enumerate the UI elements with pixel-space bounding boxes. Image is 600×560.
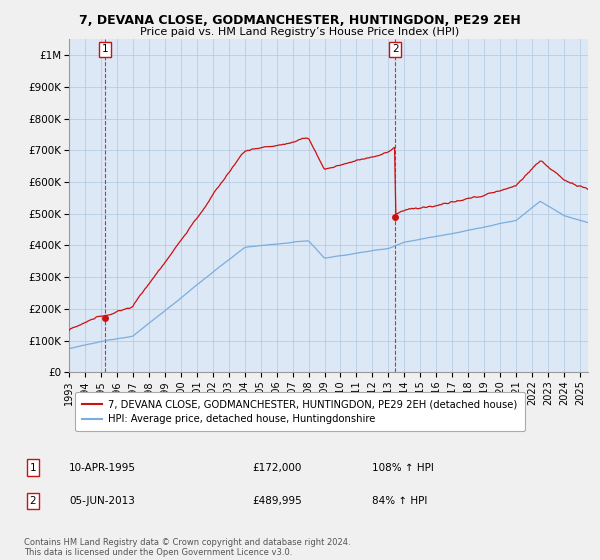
Text: Price paid vs. HM Land Registry’s House Price Index (HPI): Price paid vs. HM Land Registry’s House … bbox=[140, 27, 460, 37]
Text: 05-JUN-2013: 05-JUN-2013 bbox=[69, 496, 135, 506]
Legend: 7, DEVANA CLOSE, GODMANCHESTER, HUNTINGDON, PE29 2EH (detached house), HPI: Aver: 7, DEVANA CLOSE, GODMANCHESTER, HUNTINGD… bbox=[76, 392, 524, 431]
Text: £489,995: £489,995 bbox=[252, 496, 302, 506]
Text: 2: 2 bbox=[392, 44, 398, 54]
Text: 10-APR-1995: 10-APR-1995 bbox=[69, 463, 136, 473]
Text: 7, DEVANA CLOSE, GODMANCHESTER, HUNTINGDON, PE29 2EH: 7, DEVANA CLOSE, GODMANCHESTER, HUNTINGD… bbox=[79, 14, 521, 27]
Text: Contains HM Land Registry data © Crown copyright and database right 2024.
This d: Contains HM Land Registry data © Crown c… bbox=[24, 538, 350, 557]
Text: 1: 1 bbox=[29, 463, 37, 473]
Text: 84% ↑ HPI: 84% ↑ HPI bbox=[372, 496, 427, 506]
Text: £172,000: £172,000 bbox=[252, 463, 301, 473]
Text: 1: 1 bbox=[102, 44, 109, 54]
Text: 108% ↑ HPI: 108% ↑ HPI bbox=[372, 463, 434, 473]
Text: 2: 2 bbox=[29, 496, 37, 506]
